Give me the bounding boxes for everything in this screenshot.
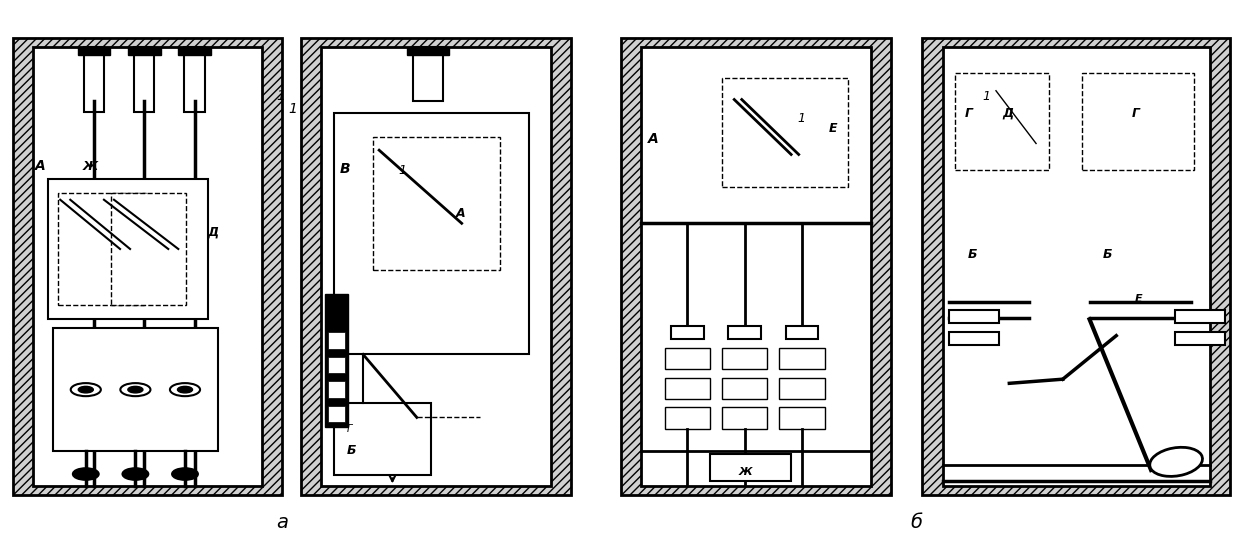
Text: Г: Г [1132,107,1140,120]
Bar [58,193,146,305]
Text: А: А [35,159,46,173]
Text: 1: 1 [289,102,297,116]
Bar [48,178,208,319]
Bar [671,326,704,339]
Text: а: а [276,512,289,531]
Bar [665,378,710,399]
Bar [722,378,767,399]
Bar [779,348,825,369]
Circle shape [169,383,200,396]
Text: Ж: Ж [738,467,752,478]
Bar [1082,73,1194,170]
Text: Ж: Ж [83,160,98,173]
Bar [665,407,710,429]
Bar [922,38,1230,495]
Bar [178,47,211,55]
Circle shape [70,383,100,396]
Bar [641,47,871,486]
Text: Е: Е [1135,294,1142,304]
Bar [779,407,825,429]
Circle shape [120,383,151,396]
Text: 1: 1 [797,112,806,125]
Bar [128,47,161,55]
Bar [621,38,891,495]
Text: Б: Б [1103,248,1112,261]
Bar [328,332,345,349]
Bar [710,454,791,481]
Text: 1: 1 [398,164,407,177]
Bar [328,406,345,422]
Text: Б: Б [968,248,978,261]
Bar [325,294,348,427]
Bar [184,47,205,112]
Circle shape [123,468,148,479]
Bar [110,193,186,305]
Text: Г: Г [964,107,973,120]
Circle shape [172,468,197,479]
Bar [949,310,999,324]
Bar [321,47,551,486]
Bar [665,348,710,369]
Ellipse shape [1150,447,1202,477]
Bar [722,407,767,429]
Bar [33,47,262,486]
Text: Г: Г [346,424,351,434]
Bar [13,38,282,495]
Bar [78,47,110,55]
Bar [84,47,104,112]
Bar [943,47,1210,486]
Bar [949,332,999,345]
Bar [779,378,825,399]
Bar [955,73,1049,170]
Text: 1: 1 [983,90,990,102]
Text: А: А [456,207,464,220]
Text: б: б [910,512,922,531]
Text: В: В [340,162,350,176]
Bar [1175,332,1225,345]
Bar [722,348,767,369]
Circle shape [78,386,93,393]
Text: 1: 1 [276,89,285,102]
Bar [413,47,443,101]
Bar [334,403,432,475]
Bar [786,326,818,339]
Bar [328,381,345,398]
Text: Е: Е [830,122,837,135]
Bar [407,47,449,55]
Bar [301,38,571,495]
Bar [1175,310,1225,324]
Bar [134,47,154,112]
Bar [334,113,530,355]
Bar [53,328,218,451]
Bar [328,357,345,373]
Bar [728,326,761,339]
Text: Д: Д [1001,107,1013,120]
Bar [373,137,499,270]
Text: Б: Б [346,444,356,457]
Circle shape [177,386,192,393]
Text: Д: Д [207,226,218,239]
Bar [722,78,848,188]
Circle shape [128,386,143,393]
Text: А: А [648,133,659,146]
Circle shape [73,468,98,479]
